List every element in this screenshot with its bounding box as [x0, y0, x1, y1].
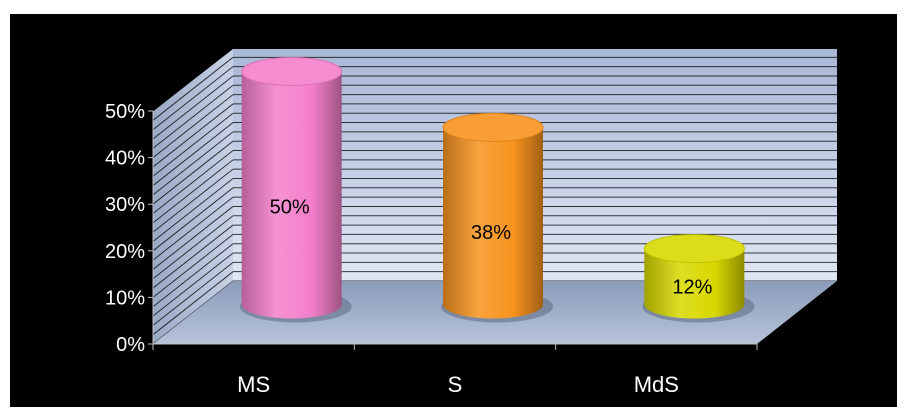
bar-mds: 12%: [642, 234, 755, 323]
cylinder-top: [241, 57, 343, 86]
data-label: 12%: [672, 276, 712, 298]
chart-area: 0% 10% 20% 30% 40% 50% 50% 38% 12% MS S MdS: [10, 14, 897, 407]
cylinder-body: [644, 248, 745, 319]
y-tick-label: 0%: [116, 334, 145, 356]
cylinder-top: [643, 234, 745, 264]
category-labels: MS S MdS: [237, 372, 679, 397]
data-label: 50%: [270, 197, 310, 219]
cylinder-bar-chart: 0% 10% 20% 30% 40% 50% 50% 38% 12% MS S MdS: [105, 47, 837, 397]
y-tick-label: 30%: [105, 194, 145, 216]
y-tick-label: 20%: [105, 241, 145, 263]
y-tick-label: 50%: [105, 101, 145, 123]
cylinder-body: [443, 127, 543, 319]
bar-series: 50% 38% 12%: [239, 57, 755, 323]
x-tick-label: MdS: [634, 372, 679, 397]
x-axis-ticks: [152, 344, 758, 350]
cylinder-top: [442, 112, 544, 142]
y-tick-label: 10%: [105, 287, 145, 309]
y-tick-label: 40%: [105, 148, 145, 170]
bar-s: 38%: [441, 112, 553, 323]
bar-ms: 50%: [239, 57, 352, 323]
data-label: 38%: [471, 222, 511, 244]
y-axis-ticks: 0% 10% 20% 30% 40% 50%: [105, 101, 153, 356]
cylinder-body: [241, 71, 342, 319]
x-tick-label: MS: [237, 372, 270, 397]
x-tick-label: S: [448, 372, 463, 397]
